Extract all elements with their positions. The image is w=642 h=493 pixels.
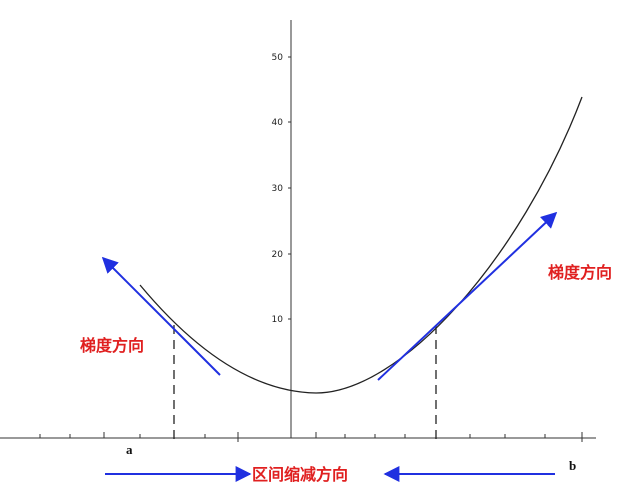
gradient-arrow (101, 256, 221, 376)
point-label: b (569, 458, 576, 473)
interval-label: 区间缩减方向 (252, 465, 348, 484)
y-tick-label: 40 (272, 118, 284, 128)
point-label: a (126, 442, 133, 457)
gradient-arrow (377, 211, 558, 381)
gradient-label: 梯度方向 (80, 336, 144, 355)
y-tick-label: 30 (272, 184, 284, 194)
y-tick-label: 10 (272, 315, 284, 325)
curve (139, 96, 583, 394)
y-tick-label: 20 (272, 250, 284, 260)
y-axis-ticks (288, 56, 291, 320)
x-axis-ticks (39, 432, 583, 442)
gradient-label: 梯度方向 (548, 263, 612, 282)
y-tick-label: 50 (272, 53, 284, 63)
